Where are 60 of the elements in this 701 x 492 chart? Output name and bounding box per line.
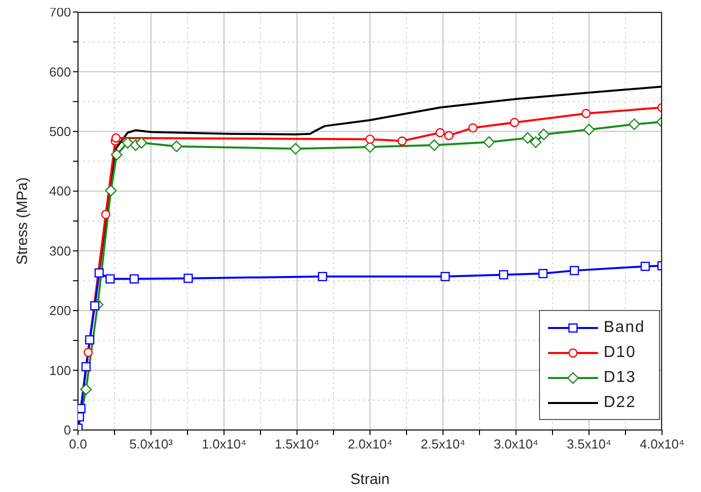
y-tick-label: 500 <box>49 124 71 139</box>
y-tick-label: 0 <box>64 422 71 438</box>
x-tick-label: 5.0x10³ <box>129 436 174 452</box>
point <box>111 133 121 143</box>
legend-label: D13 <box>604 368 636 386</box>
x-tick-label: 1.0x10⁴ <box>202 436 246 452</box>
y-tick-label: 100 <box>49 362 71 378</box>
point <box>170 140 182 152</box>
legend-label: D10 <box>604 344 636 362</box>
point <box>122 136 134 149</box>
y-tick-label: 600 <box>49 64 71 80</box>
point <box>78 404 86 414</box>
point <box>318 272 328 282</box>
point <box>522 132 534 144</box>
legend-label: D22 <box>604 394 636 412</box>
point <box>105 184 117 196</box>
point <box>581 108 591 118</box>
point <box>440 272 450 282</box>
point <box>628 118 640 130</box>
point <box>570 266 579 276</box>
point <box>290 142 302 155</box>
y-tick-label: 400 <box>49 184 71 199</box>
point <box>583 124 595 136</box>
x-tick-label: 0.0 <box>68 436 88 452</box>
x-axis-title: Strain <box>350 471 390 488</box>
point <box>101 210 110 220</box>
point <box>640 262 650 271</box>
point <box>136 136 148 149</box>
point <box>428 139 440 151</box>
point <box>538 268 548 278</box>
point <box>444 131 454 140</box>
y-tick-label: 200 <box>49 303 71 318</box>
point <box>130 274 139 284</box>
point <box>510 118 520 128</box>
point <box>184 274 193 283</box>
point <box>81 362 91 372</box>
x-tick-label: 2.0x10⁴ <box>348 436 392 452</box>
point <box>398 136 407 146</box>
x-tick-label: 2.5x10⁴ <box>420 436 466 452</box>
point <box>85 335 94 344</box>
point <box>483 136 495 148</box>
point <box>94 268 104 278</box>
x-tick-label: 3.5x10⁴ <box>566 436 612 452</box>
x-tick-label: 4.0x10⁴ <box>640 436 684 452</box>
point <box>468 123 478 132</box>
point <box>80 384 92 396</box>
point <box>110 148 122 161</box>
x-tick-label: 3.0x10⁴ <box>494 436 538 452</box>
point <box>498 270 508 280</box>
point <box>106 274 115 284</box>
point <box>90 301 100 310</box>
point <box>538 128 550 140</box>
y-tick-label: 300 <box>49 243 71 258</box>
point <box>435 128 445 138</box>
y-axis-title: Stress (MPa) <box>14 177 30 265</box>
x-tick-label: 1.5x10⁴ <box>274 436 320 452</box>
point <box>84 348 93 357</box>
legend-label: Band <box>604 318 645 336</box>
point <box>365 134 375 144</box>
point <box>530 136 542 148</box>
